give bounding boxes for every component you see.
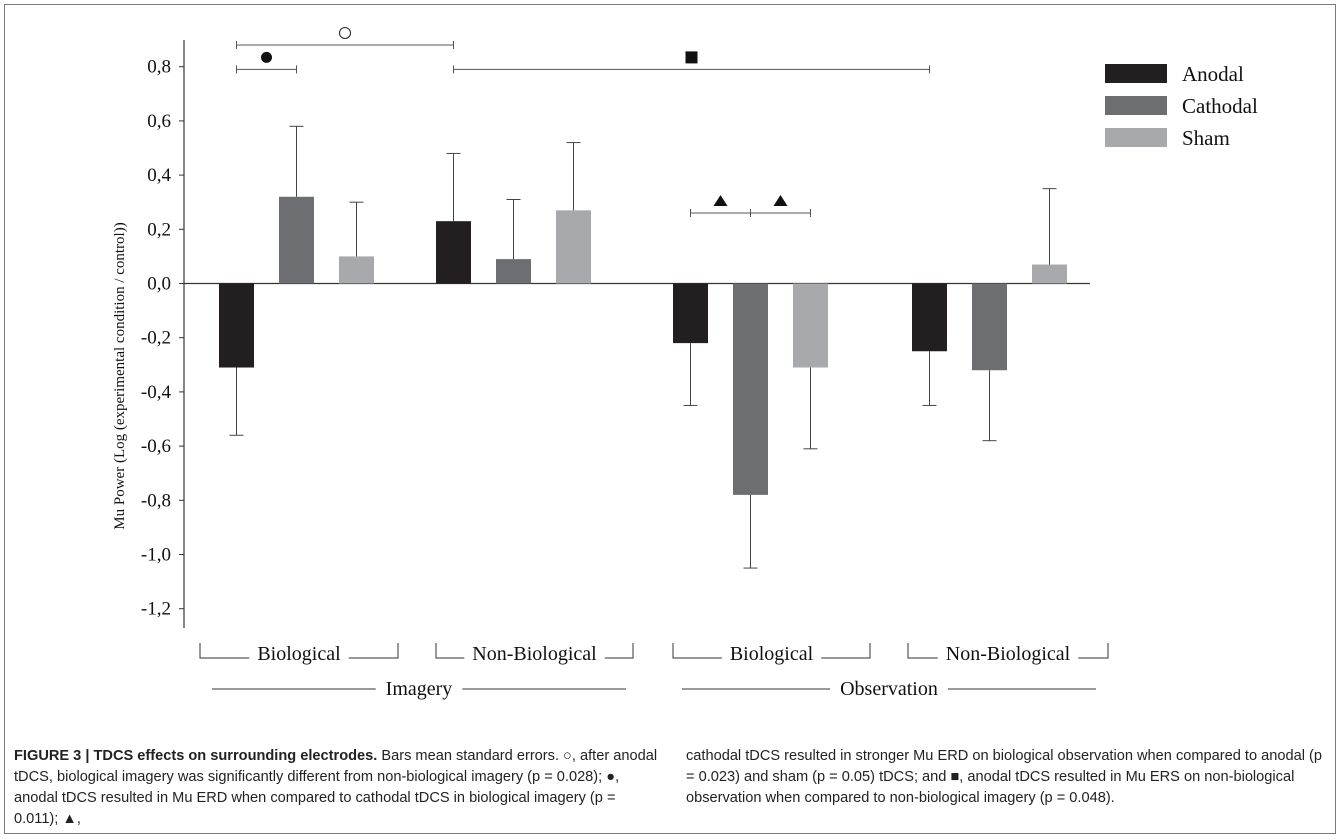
figure-frame <box>4 4 1336 834</box>
legend-swatch-cathodal <box>1105 96 1167 115</box>
x-group-bracket-right <box>821 643 871 659</box>
y-tick-label: -0,4 <box>141 382 172 403</box>
x-category-label: Non-Biological <box>946 643 1071 665</box>
y-tick-label: 0,8 <box>147 57 171 78</box>
bar-sham <box>1032 264 1067 284</box>
legend-swatch-anodal <box>1105 64 1167 83</box>
bar-cathodal <box>733 283 768 495</box>
x-category-label: Biological <box>257 643 341 665</box>
y-tick-label: 0,0 <box>147 274 171 295</box>
bar-sham <box>556 210 591 284</box>
y-tick-label: 0,2 <box>147 219 171 240</box>
bar-anodal <box>673 283 708 344</box>
bar-anodal <box>912 283 947 352</box>
y-tick-label: 0,4 <box>147 165 171 186</box>
bar-cathodal <box>279 196 314 284</box>
x-group-bracket-left <box>435 643 465 659</box>
x-supergroup-label: Imagery <box>386 678 453 700</box>
y-tick-label: -0,8 <box>141 490 171 511</box>
legend-label-sham: Sham <box>1182 126 1230 150</box>
legend-label-anodal: Anodal <box>1182 62 1244 86</box>
bar-chart: 0,80,60,40,20,0-0,2-0,4-0,6-0,8-1,0-1,2 … <box>112 27 1258 700</box>
figure-caption-right: cathodal tDCS resulted in stronger Mu ER… <box>686 746 1328 809</box>
x-group-bracket-left <box>672 643 722 659</box>
open-circle-icon <box>339 27 351 40</box>
caption-text-right: cathodal tDCS resulted in stronger Mu ER… <box>686 748 1322 806</box>
bar-sham <box>793 283 828 368</box>
x-group-bracket-right <box>1078 643 1109 659</box>
x-supergroup-label: Observation <box>840 678 938 700</box>
legend-label-cathodal: Cathodal <box>1182 94 1258 118</box>
bars <box>219 196 1067 495</box>
caption-text-left: Bars mean standard errors. ○, after anod… <box>14 748 658 827</box>
x-group-bracket-left <box>907 643 938 659</box>
y-tick-label: -0,6 <box>141 436 171 457</box>
filled-triangle-icon <box>713 195 728 207</box>
bar-anodal <box>219 283 254 368</box>
x-axis-groups: Biological Non-Biological Biological Non-Bi… <box>199 643 1109 700</box>
y-tick-label: -1,0 <box>141 545 171 566</box>
legend: Anodal Cathodal Sham <box>1105 62 1258 150</box>
y-tick-label: 0,6 <box>147 111 171 132</box>
bar-cathodal <box>972 283 1007 371</box>
bar-sham <box>339 256 374 284</box>
bar-anodal <box>436 221 471 284</box>
y-axis: 0,8 0,6 0,4 0,2 0,0 -0,2 -0,4 -0,6 -0,8 -1,0 -1,2 <box>141 40 1090 628</box>
figure-caption-left: FIGURE 3 | TDCS effects on surrounding e… <box>14 746 662 830</box>
y-tick-label: -1,2 <box>141 599 171 620</box>
x-group-bracket-right <box>348 643 399 659</box>
x-group-bracket-left <box>199 643 250 659</box>
x-category-label: Non-Biological <box>472 643 597 665</box>
significance-annotations <box>236 27 930 218</box>
filled-triangle-icon <box>773 195 788 207</box>
legend-swatch-sham <box>1105 128 1167 147</box>
x-category-label: Biological <box>730 643 814 665</box>
y-tick-label: -0,2 <box>141 328 171 349</box>
caption-label: FIGURE 3 | TDCS effects on surrounding e… <box>14 748 378 764</box>
y-axis-label: Mu Power (Log (experimental condition / … <box>112 222 128 529</box>
bar-cathodal <box>496 259 531 284</box>
filled-square-icon <box>685 51 698 64</box>
filled-circle-icon <box>261 51 272 63</box>
error-bars <box>229 125 1057 569</box>
x-group-bracket-right <box>604 643 634 659</box>
